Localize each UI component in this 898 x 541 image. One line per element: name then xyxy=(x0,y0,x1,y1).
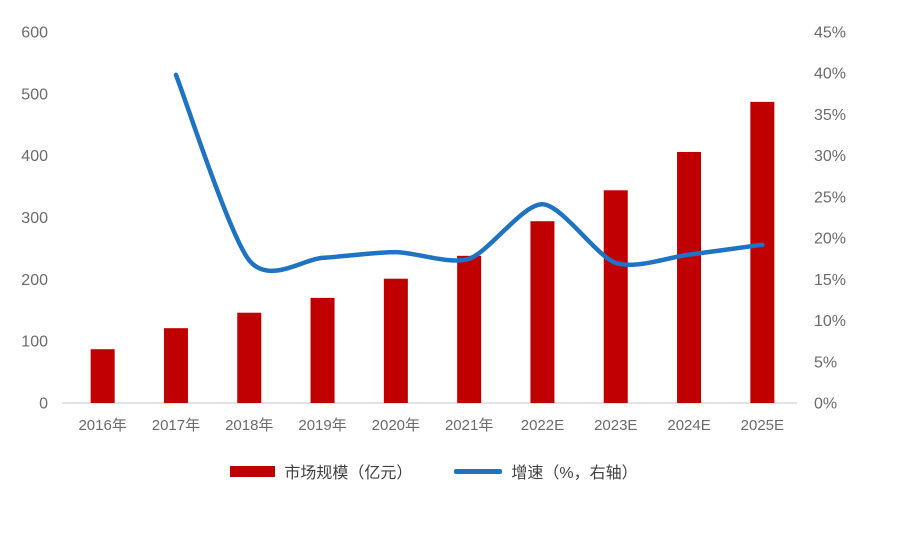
growth-rate-line xyxy=(173,72,765,274)
line-series-swatch xyxy=(454,468,503,474)
bar-2018年 xyxy=(237,312,262,403)
left-axis-tick-600: 600 xyxy=(21,25,48,42)
x-axis-label-2016年: 2016年 xyxy=(78,417,126,434)
right-axis-tick-25%: 25% xyxy=(814,189,846,206)
x-axis-label-2025E: 2025E xyxy=(741,417,784,434)
bar-2016年 xyxy=(90,349,115,403)
x-axis-label-2022E: 2022E xyxy=(521,417,564,434)
bar-2022E xyxy=(530,221,555,403)
x-axis-label-2017年: 2017年 xyxy=(152,417,200,434)
x-axis-label-2024E: 2024E xyxy=(667,417,710,434)
left-axis-tick-200: 200 xyxy=(21,272,48,289)
bar-2019年 xyxy=(310,297,335,403)
chart-legend: 市场规模（亿元） 增速（%，右轴） xyxy=(0,459,898,483)
legend-item-growth: 增速（%，右轴） xyxy=(454,459,638,483)
right-axis-tick-20%: 20% xyxy=(814,231,846,248)
right-axis-tick-10%: 10% xyxy=(814,313,846,330)
left-axis-tick-400: 400 xyxy=(21,148,48,165)
legend-item-market-size: 市场规模（亿元） xyxy=(230,459,412,483)
bar-series-swatch xyxy=(230,465,276,477)
bar-2025E xyxy=(750,101,775,403)
bar-2020年 xyxy=(383,278,408,403)
right-axis-tick-15%: 15% xyxy=(814,272,846,289)
x-axis-label-2021年: 2021年 xyxy=(445,417,493,434)
legend-label-growth: 增速（%，右轴） xyxy=(511,465,638,482)
bar-2024E xyxy=(677,151,702,403)
x-axis-label-2018年: 2018年 xyxy=(225,417,273,434)
legend-label-market-size: 市场规模（亿元） xyxy=(284,465,413,482)
bar-2017年 xyxy=(163,328,188,403)
left-axis-tick-500: 500 xyxy=(21,86,48,103)
left-axis-tick-0: 0 xyxy=(39,396,48,413)
x-axis-label-2019年: 2019年 xyxy=(298,417,346,434)
x-axis-label-2020年: 2020年 xyxy=(372,417,420,434)
right-axis-tick-45%: 45% xyxy=(814,25,846,42)
right-axis-tick-30%: 30% xyxy=(814,148,846,165)
right-axis-tick-40%: 40% xyxy=(814,66,846,83)
left-axis-tick-300: 300 xyxy=(21,210,48,227)
right-axis-tick-35%: 35% xyxy=(814,107,846,124)
right-axis-tick-5%: 5% xyxy=(814,354,837,371)
x-axis-label-2023E: 2023E xyxy=(594,417,637,434)
bar-2023E xyxy=(603,190,628,403)
right-axis-tick-0%: 0% xyxy=(814,396,837,413)
left-axis-tick-100: 100 xyxy=(21,334,48,351)
bar-2021年 xyxy=(457,255,482,403)
